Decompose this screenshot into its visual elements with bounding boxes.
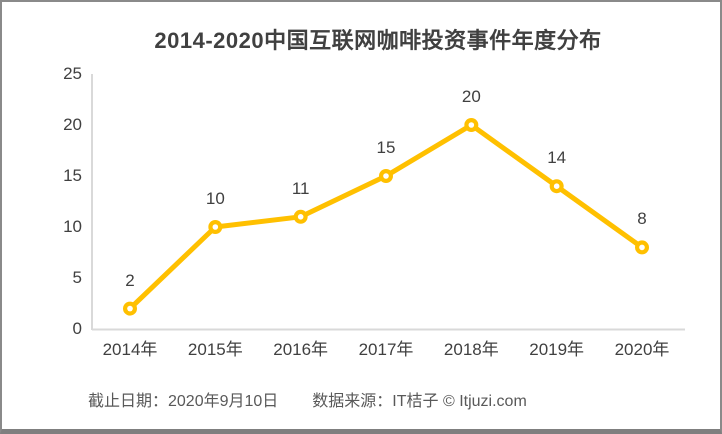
footer-source: 数据来源：IT桔子 © Itjuzi.com bbox=[312, 393, 527, 410]
x-tick-label: 2018年 bbox=[443, 340, 499, 359]
x-tick-label: 2019年 bbox=[529, 340, 585, 359]
y-tick-label: 25 bbox=[63, 64, 82, 83]
data-point-marker-center bbox=[127, 305, 133, 312]
x-tick-label: 2015年 bbox=[187, 340, 243, 359]
y-tick-label: 0 bbox=[72, 319, 82, 338]
footer-deadline: 截止日期：2020年9月10日 bbox=[88, 393, 279, 410]
data-point-marker-center bbox=[383, 173, 389, 179]
data-label: 14 bbox=[547, 148, 567, 168]
data-label: 2 bbox=[125, 270, 135, 290]
y-tick-label: 10 bbox=[63, 217, 82, 236]
data-label: 11 bbox=[291, 178, 310, 198]
data-point-marker-center bbox=[553, 183, 560, 189]
x-tick-label: 2017年 bbox=[358, 340, 414, 359]
data-point-marker-center bbox=[297, 214, 304, 220]
data-label: 10 bbox=[205, 189, 225, 208]
y-tick-label: 20 bbox=[63, 115, 82, 134]
data-point-marker-center bbox=[639, 244, 645, 251]
y-tick-label: 15 bbox=[63, 166, 82, 185]
data-label: 8 bbox=[637, 209, 647, 229]
data-point-marker-center bbox=[468, 122, 475, 128]
chart-footer: 截止日期：2020年9月10日 数据来源：IT桔子 © Itjuzi.com bbox=[88, 387, 527, 411]
x-tick-label: 2016年 bbox=[273, 340, 329, 359]
x-tick-label: 2020年 bbox=[614, 340, 670, 359]
y-tick-label: 5 bbox=[72, 268, 82, 287]
data-label: 15 bbox=[376, 138, 396, 157]
data-point-marker-center bbox=[212, 224, 219, 230]
chart-title: 2014-2020中国互联网咖啡投资事件年度分布 bbox=[154, 28, 602, 53]
x-tick-label: 2014年 bbox=[102, 340, 158, 359]
data-label: 20 bbox=[461, 87, 481, 106]
